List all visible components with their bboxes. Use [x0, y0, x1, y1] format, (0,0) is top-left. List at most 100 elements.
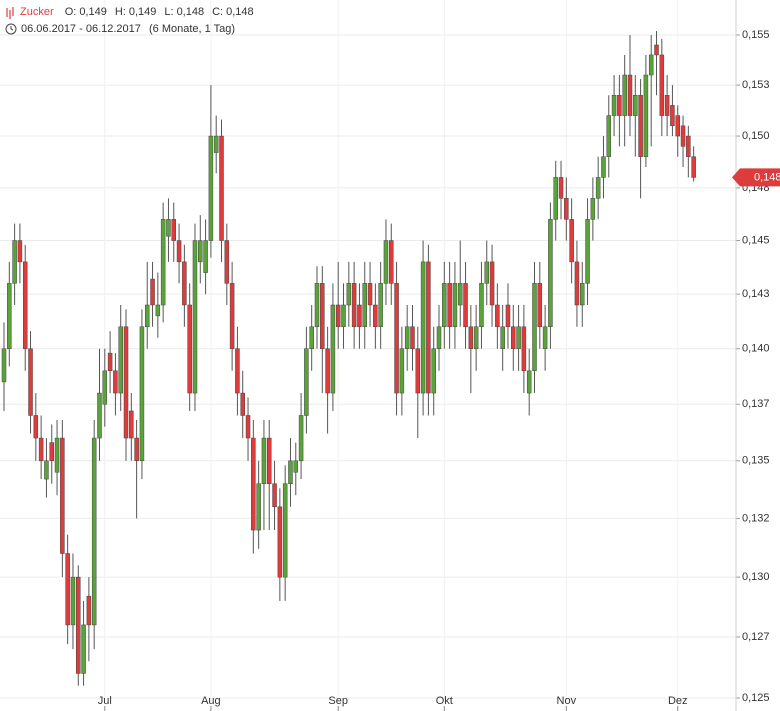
- candle-body: [431, 348, 436, 394]
- candle-body: [484, 261, 490, 284]
- candle-body: [468, 326, 474, 349]
- candle-body: [664, 94, 670, 116]
- candle-body: [144, 304, 150, 328]
- candle-body: [373, 304, 378, 328]
- candle-body: [447, 283, 452, 328]
- candle-body: [452, 283, 458, 328]
- candle-body: [680, 125, 686, 147]
- candle-body: [691, 156, 696, 178]
- candle-body: [564, 198, 569, 220]
- y-tick-label: 0,130: [742, 571, 770, 583]
- candle-body: [617, 94, 622, 116]
- candle-body: [420, 261, 426, 394]
- candle-body: [282, 483, 288, 578]
- candle-body: [473, 326, 479, 349]
- axis: 0,155 0,153 0,150 0,148 0,145 0,143 0,140 0,137…: [98, 0, 780, 711]
- y-tick-label: 0,132: [742, 512, 770, 524]
- y-tick-label: 0,155: [742, 29, 770, 41]
- candle-body: [595, 177, 601, 199]
- candle-body: [399, 348, 405, 394]
- candle-body: [415, 348, 421, 394]
- x-tick-label: Okt: [436, 695, 453, 707]
- ohlc-value: 0,148: [177, 6, 205, 18]
- candle-body: [60, 437, 65, 554]
- candle-body: [245, 415, 251, 439]
- candle-body: [160, 219, 166, 306]
- candle-body: [272, 483, 277, 508]
- candle-body: [479, 283, 484, 328]
- candle-body: [113, 370, 118, 394]
- candle-body: [378, 283, 383, 328]
- candle-body: [611, 94, 617, 116]
- candle-body: [590, 198, 596, 220]
- candle-body: [1, 348, 7, 383]
- candle-body: [686, 135, 691, 157]
- y-tick-label: 0,150: [742, 130, 770, 142]
- date-range: 06.06.2017 - 06.12.2017: [21, 23, 141, 35]
- ohlc-value: 0,149: [129, 6, 157, 18]
- candle-body: [155, 304, 161, 317]
- x-tick-label: Jul: [98, 695, 112, 707]
- candle-body: [521, 326, 527, 372]
- candle-body: [28, 348, 33, 416]
- ohlc-key: H:: [115, 6, 126, 18]
- last-price-tag: [732, 168, 780, 187]
- candle-body: [22, 261, 28, 349]
- candle-body: [213, 135, 219, 153]
- candle-body: [558, 177, 564, 199]
- candle-body: [65, 553, 70, 626]
- candle-body: [553, 177, 558, 220]
- candle-body: [330, 304, 336, 394]
- candle-body: [240, 392, 245, 416]
- candle-body: [176, 240, 182, 263]
- candle-body: [293, 460, 299, 473]
- candle-body: [33, 415, 39, 439]
- candle-body: [198, 240, 203, 263]
- candle-body: [86, 595, 92, 626]
- candle-body: [203, 240, 208, 273]
- candle-body: [367, 283, 373, 306]
- candle-body: [277, 506, 283, 578]
- candle-body: [123, 326, 129, 439]
- candle-body: [261, 437, 267, 484]
- candle-body: [410, 326, 415, 349]
- candle-body: [627, 74, 633, 116]
- candle-body: [102, 370, 108, 405]
- candle-body: [404, 326, 410, 349]
- candle-body: [288, 460, 293, 484]
- candle-body: [670, 105, 675, 127]
- ohlc-key: O:: [65, 6, 77, 18]
- candle-body: [309, 326, 314, 349]
- candle-body: [351, 283, 357, 328]
- candle-body: [192, 240, 198, 394]
- ohlc-value: 0,149: [79, 6, 107, 18]
- candle-body: [548, 219, 553, 328]
- candle-body: [187, 304, 192, 394]
- y-tick-label: 0,145: [742, 234, 770, 246]
- candle-body: [129, 410, 134, 439]
- candle-body: [54, 437, 60, 473]
- candle-body: [500, 326, 505, 349]
- candle-body: [171, 219, 177, 241]
- candle-body: [633, 94, 638, 116]
- candle-body: [12, 240, 17, 284]
- candle-body: [118, 326, 123, 394]
- candle-body: [601, 156, 606, 178]
- candle-body: [304, 348, 309, 416]
- candle-body: [107, 352, 113, 372]
- candle-body: [166, 219, 171, 237]
- candle-body: [7, 283, 12, 349]
- candle-body: [346, 283, 352, 306]
- candle-body: [224, 240, 230, 284]
- candle-body: [229, 283, 235, 349]
- ohlc-value: 0,148: [226, 6, 254, 18]
- header-line: Zucker O: 0,149 H: 0,149 L: 0,148 C: 0,148: [20, 6, 254, 18]
- candle-body: [389, 240, 394, 284]
- candle-body: [659, 54, 665, 116]
- grid: [0, 0, 736, 702]
- candle-body: [314, 283, 320, 328]
- candle-body: [426, 261, 431, 394]
- y-tick-label: 0,153: [742, 79, 770, 91]
- candle-body: [362, 283, 367, 328]
- candle-body: [579, 283, 585, 306]
